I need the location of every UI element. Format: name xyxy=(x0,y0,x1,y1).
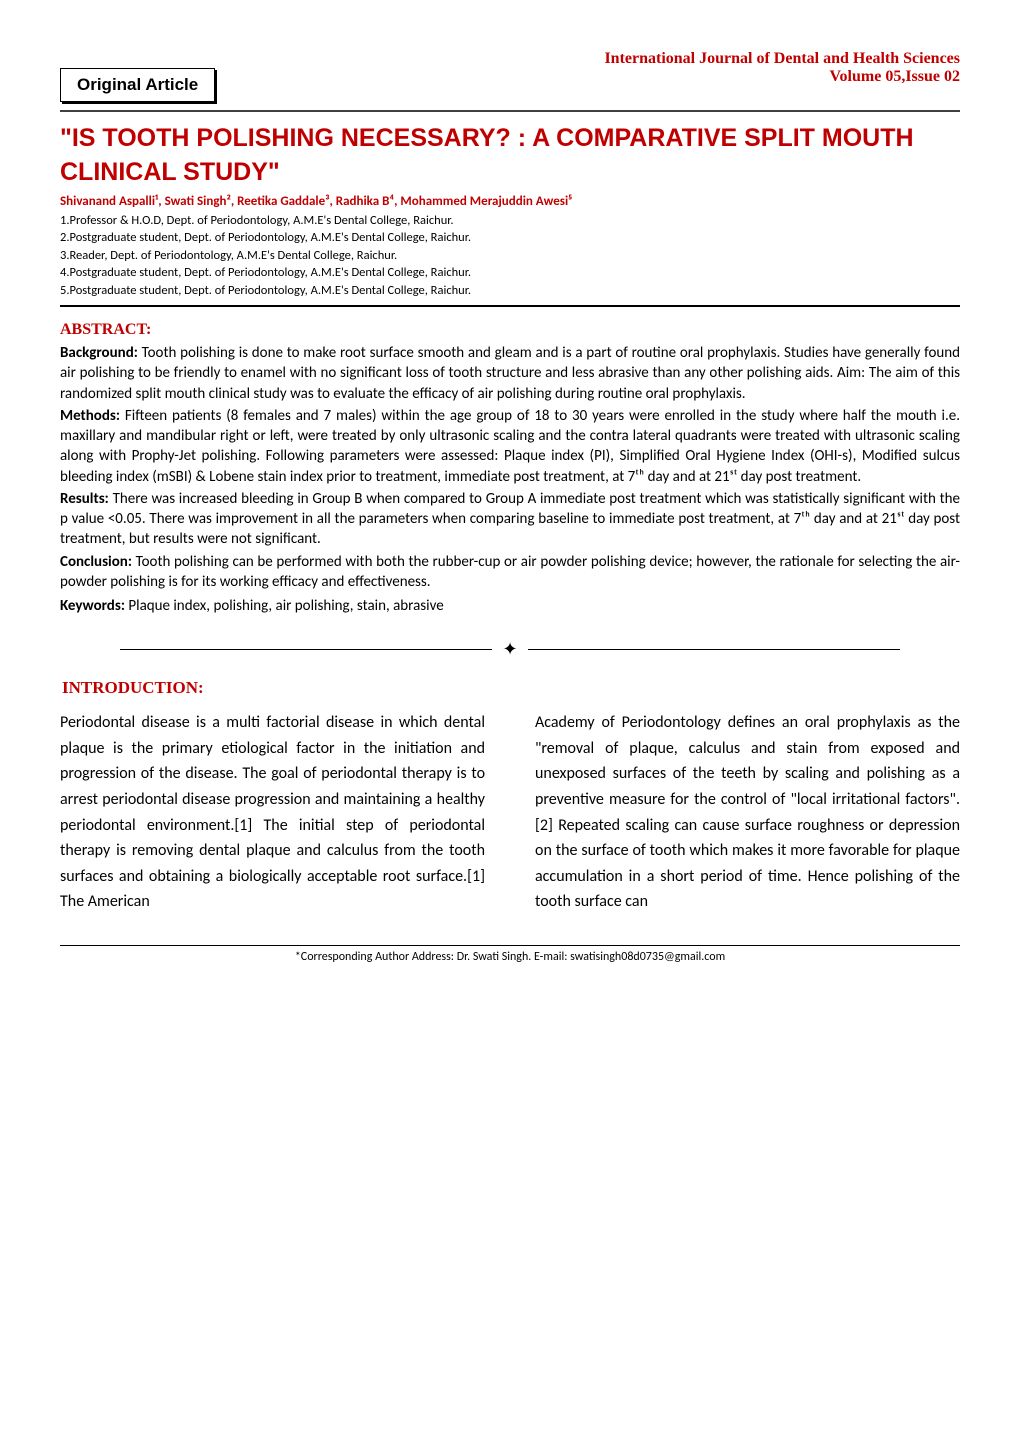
results-label: Results: xyxy=(60,490,109,508)
divider-star-icon: ✦ xyxy=(502,638,517,660)
page: Original Article International Journal o… xyxy=(0,0,1020,1004)
corresponding-author-footer: *Corresponding Author Address: Dr. Swati… xyxy=(60,950,960,964)
body-column-left: Periodontal disease is a multi factorial… xyxy=(60,710,485,915)
header-row: Original Article International Journal o… xyxy=(60,50,960,102)
affiliation-2: 2.Postgraduate student, Dept. of Periodo… xyxy=(60,229,960,247)
abstract-background: Background: Tooth polishing is done to m… xyxy=(60,343,960,404)
abstract-methods: Methods: Fifteen patients (8 females and… xyxy=(60,406,960,487)
section-divider: ✦ xyxy=(120,638,900,660)
keywords-text: Plaque index, polishing, air polishing, … xyxy=(125,597,444,615)
introduction-heading: INTRODUCTION: xyxy=(62,678,960,698)
mid-horizontal-rule xyxy=(60,305,960,307)
footer-horizontal-rule xyxy=(60,945,960,946)
affiliation-3: 3.Reader, Dept. of Periodontology, A.M.E… xyxy=(60,247,960,265)
authors-line: Shivanand Aspalli¹, Swati Singh², Reetik… xyxy=(60,194,960,209)
article-title: "IS TOOTH POLISHING NECESSARY? : A COMPA… xyxy=(60,122,960,190)
methods-text: Fifteen patients (8 females and 7 males)… xyxy=(60,407,960,486)
methods-label: Methods: xyxy=(60,407,120,425)
conclusion-label: Conclusion: xyxy=(60,553,132,571)
body-column-right: Academy of Periodontology defines an ora… xyxy=(535,710,960,915)
original-article-badge: Original Article xyxy=(60,68,215,102)
affiliations-block: 1.Professor & H.O.D, Dept. of Periodonto… xyxy=(60,212,960,300)
keywords-label: Keywords: xyxy=(60,597,125,615)
abstract-keywords: Keywords: Plaque index, polishing, air p… xyxy=(60,596,960,616)
abstract-conclusion: Conclusion: Tooth polishing can be perfo… xyxy=(60,552,960,593)
two-column-body: Periodontal disease is a multi factorial… xyxy=(60,710,960,915)
journal-name: International Journal of Dental and Heal… xyxy=(604,50,960,68)
affiliation-5: 5.Postgraduate student, Dept. of Periodo… xyxy=(60,282,960,300)
divider-line-left xyxy=(120,649,492,651)
journal-info: International Journal of Dental and Heal… xyxy=(604,50,960,86)
affiliation-1: 1.Professor & H.O.D, Dept. of Periodonto… xyxy=(60,212,960,230)
abstract-heading: ABSTRACT: xyxy=(60,321,960,339)
abstract-results: Results: There was increased bleeding in… xyxy=(60,489,960,550)
affiliation-4: 4.Postgraduate student, Dept. of Periodo… xyxy=(60,264,960,282)
divider-line-right xyxy=(528,649,900,651)
background-text: Tooth polishing is done to make root sur… xyxy=(60,344,960,403)
conclusion-text: Tooth polishing can be performed with bo… xyxy=(60,553,960,591)
results-text: There was increased bleeding in Group B … xyxy=(60,490,960,549)
volume-issue: Volume 05,Issue 02 xyxy=(604,68,960,86)
top-horizontal-rule xyxy=(60,110,960,112)
background-label: Background: xyxy=(60,344,138,362)
